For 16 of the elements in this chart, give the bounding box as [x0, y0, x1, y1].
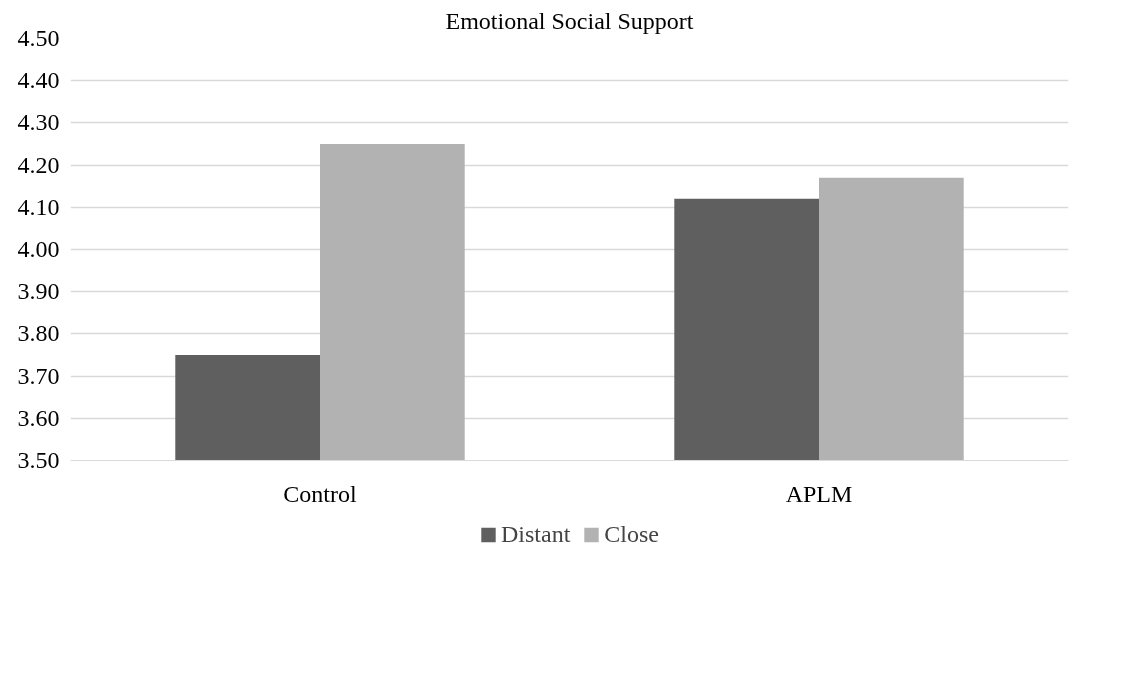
y-tick-label: 4.10 — [17, 193, 60, 220]
x-tick-label: APLM — [785, 480, 853, 507]
y-tick-label: 4.40 — [17, 67, 60, 94]
legend-label: Close — [604, 520, 659, 548]
y-tick-label: 3.90 — [17, 278, 60, 305]
chart-title: Emotional Social Support — [445, 7, 694, 34]
legend-label: Distant — [501, 520, 571, 548]
y-tick-label: 3.80 — [17, 320, 60, 347]
y-tick-label: 3.50 — [17, 447, 60, 473]
y-tick-label: 4.50 — [17, 25, 60, 51]
y-tick-label: 3.70 — [17, 362, 60, 389]
y-tick-label: 4.30 — [17, 109, 60, 136]
y-tick-label: 3.60 — [17, 404, 60, 431]
y-tick-label: 4.20 — [17, 151, 60, 178]
x-tick-label: Control — [283, 480, 357, 507]
y-tick-label: 4.00 — [17, 236, 60, 262]
